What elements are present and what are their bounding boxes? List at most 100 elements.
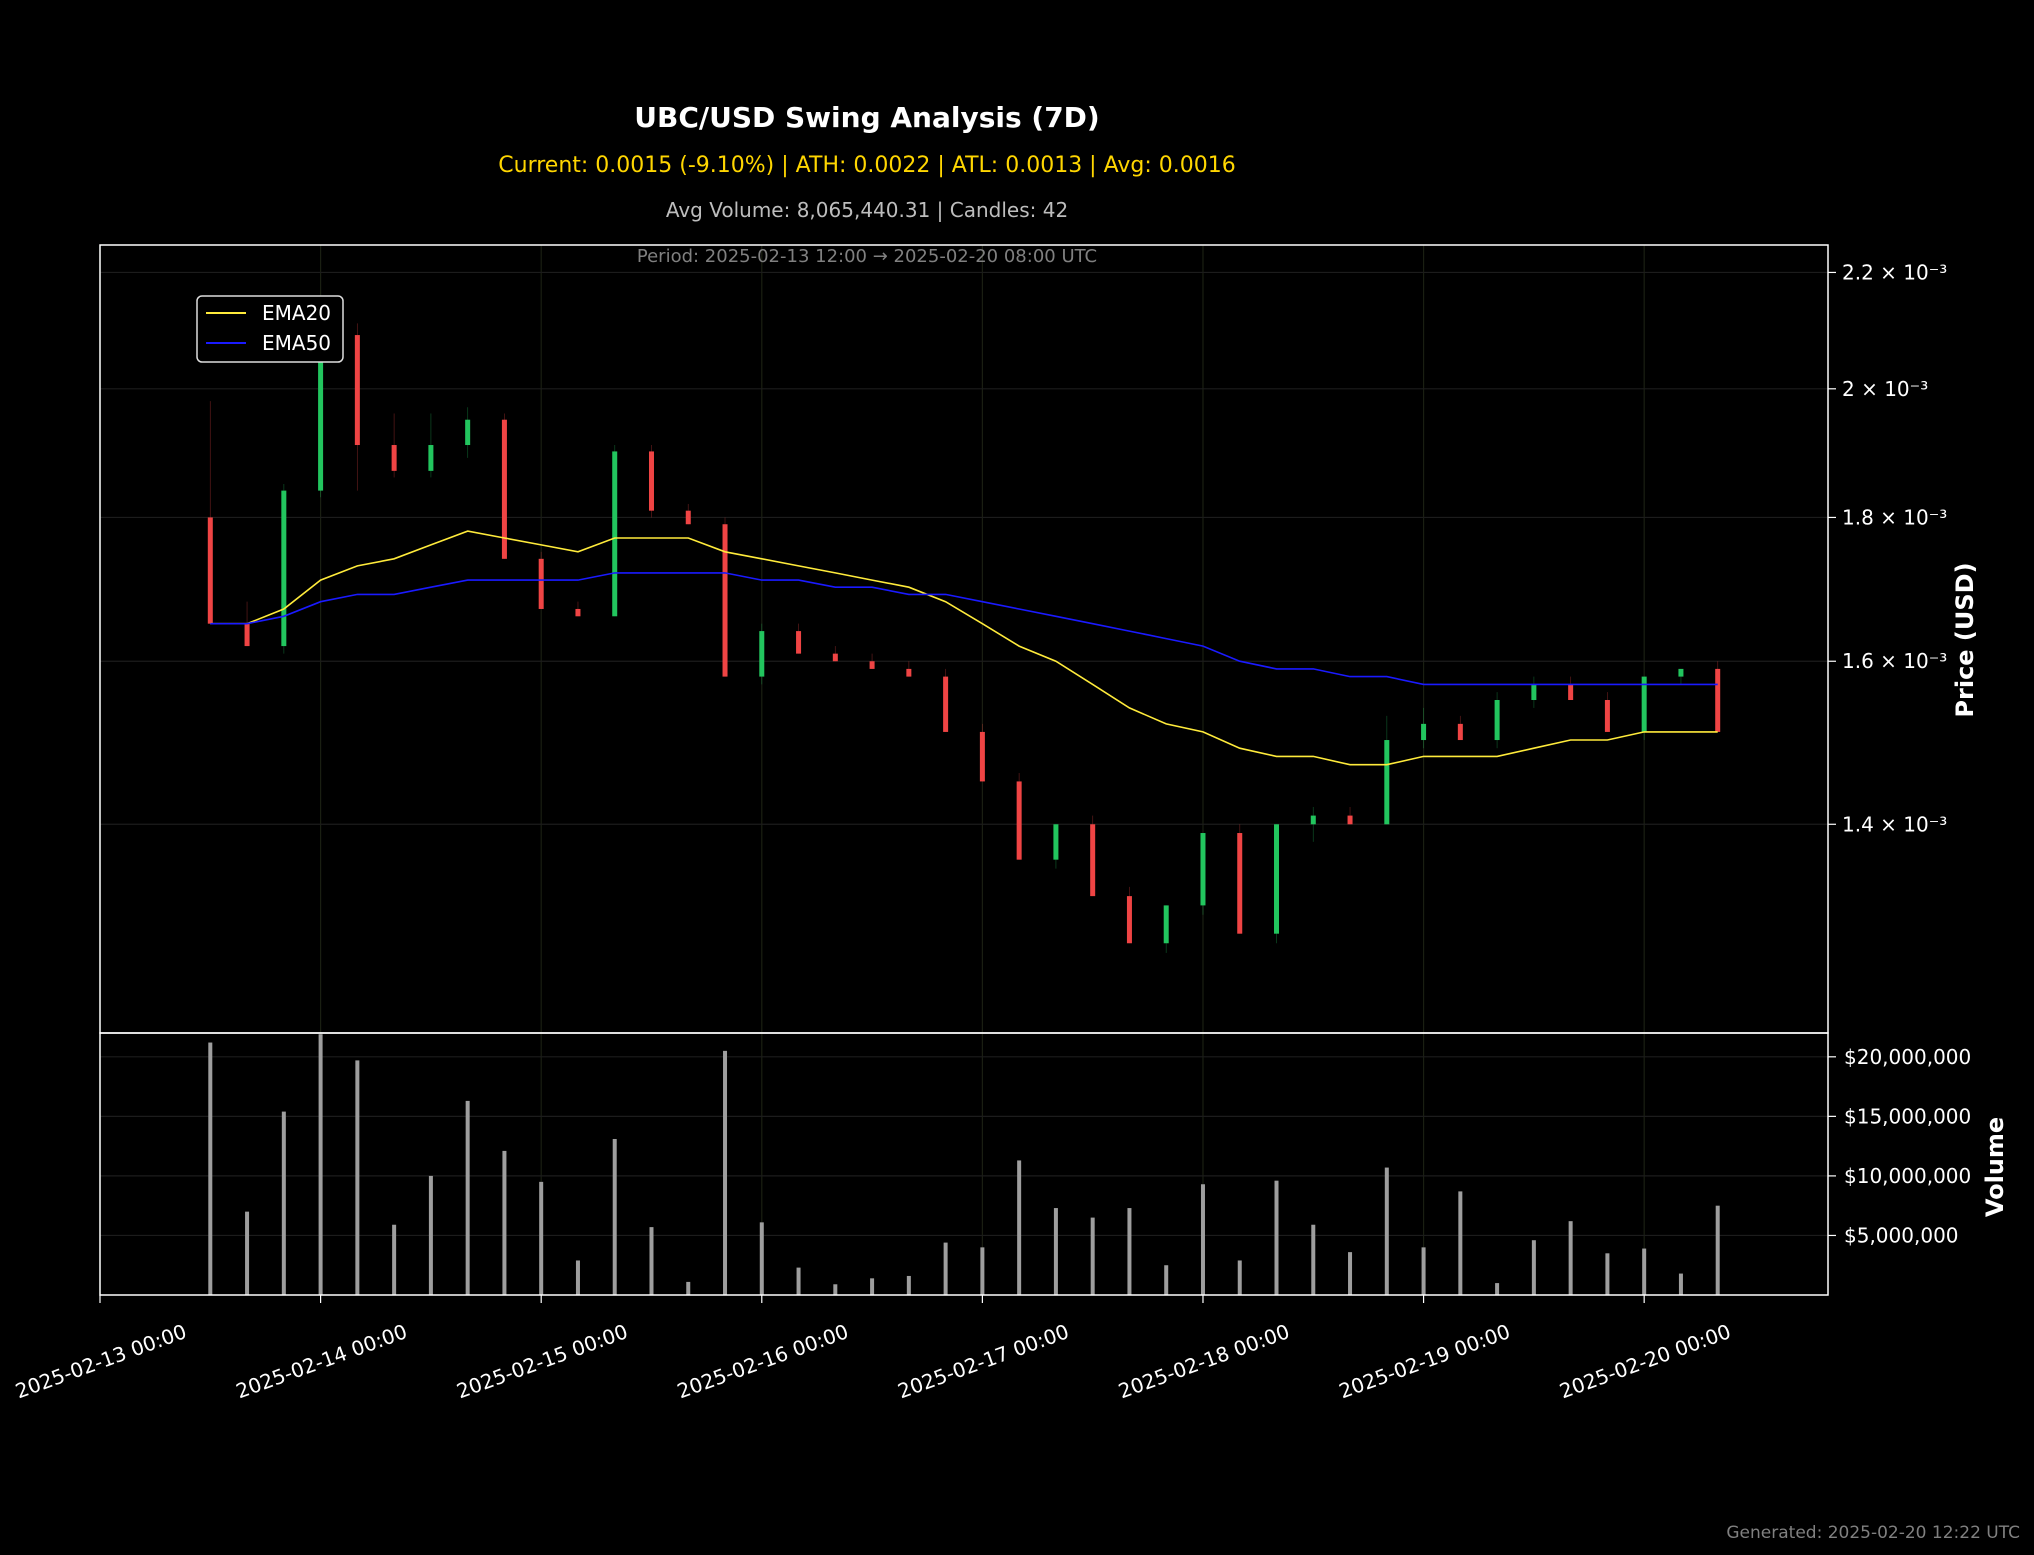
candle-body (501, 419, 507, 559)
candle-body (318, 329, 324, 491)
candles (207, 317, 1721, 953)
candle-body (612, 451, 618, 617)
candle-up (465, 407, 471, 458)
candle-body (1274, 824, 1280, 934)
candle-body (685, 510, 691, 525)
candle-body (1163, 905, 1169, 944)
candle-body (648, 451, 654, 511)
candle-body (1016, 781, 1022, 860)
candle-body (1200, 833, 1206, 906)
volume-bar (796, 1267, 801, 1295)
volume-bar (1237, 1260, 1242, 1295)
candle-up (1053, 824, 1059, 869)
volume-axis-label: Volume (1981, 1117, 2009, 1217)
candle-body (354, 335, 360, 446)
candle-body (1053, 824, 1059, 860)
volume-bar (723, 1050, 728, 1295)
candle-body (1531, 684, 1537, 701)
candle-down (1568, 676, 1574, 701)
candle-down (832, 646, 838, 662)
candle-down (869, 653, 875, 669)
volume-panel-frame (99, 1032, 1829, 1296)
candle-down (796, 623, 802, 654)
volume-bar (1311, 1224, 1316, 1295)
candle-body (796, 631, 802, 654)
volume-bar (833, 1284, 838, 1295)
candle-body (1494, 700, 1500, 741)
legend-label-ema20: EMA20 (262, 301, 331, 325)
volume-bar (1421, 1247, 1426, 1295)
volume-bar (1715, 1205, 1720, 1295)
volume-bar (649, 1227, 654, 1295)
volume-bar (1164, 1265, 1169, 1295)
volume-bar (1053, 1208, 1058, 1295)
legend-label-ema50: EMA50 (262, 331, 331, 355)
candle-body (1126, 896, 1132, 944)
chart-title: UBC/USD Swing Analysis (7D) (634, 101, 1099, 134)
volume-bar (980, 1247, 985, 1295)
candle-body (1604, 700, 1610, 732)
candle-down (391, 413, 397, 478)
candle-up (1200, 833, 1206, 915)
volume-bar (428, 1175, 433, 1295)
volume-bar (355, 1060, 360, 1295)
volume-bar (392, 1224, 397, 1295)
volume-tick-label: $20,000,000 (1844, 1045, 1971, 1069)
volume-bar (281, 1111, 286, 1295)
candle-up (759, 623, 765, 685)
price-y-ticks: 2.2 × 10⁻³ 2 × 10⁻³ 1.8 × 10⁻³ 1.6 × 10⁻³ 1.… (1828, 260, 1947, 836)
price-axis-label: Price (USD) (1951, 562, 1979, 717)
volume-bar (1531, 1240, 1536, 1295)
candle-down (1090, 815, 1096, 897)
candle-body (1310, 815, 1316, 825)
volume-bar (1384, 1167, 1389, 1295)
candle-body (1568, 684, 1574, 701)
candle-down (354, 323, 360, 491)
candle-body (1715, 668, 1721, 732)
candle-down (722, 517, 728, 677)
volume-bar (575, 1260, 580, 1295)
candle-up (1678, 668, 1684, 685)
volume-bar (759, 1222, 764, 1295)
candle-up (281, 483, 287, 654)
candle-down (1457, 715, 1463, 741)
candle-down (1237, 824, 1243, 934)
generated-footer: Generated: 2025-02-20 12:22 UTC (1726, 1523, 2020, 1543)
volume-tick-label: $5,000,000 (1844, 1223, 1959, 1247)
candle-body (465, 419, 471, 446)
candle-body (244, 623, 250, 647)
volume-tick-label: $10,000,000 (1844, 1164, 1971, 1188)
volume-tick-label: $15,000,000 (1844, 1104, 1971, 1128)
chart-subtitle: Current: 0.0015 (-9.10%) | ATH: 0.0022 |… (498, 153, 1235, 178)
candle-body (1347, 815, 1353, 825)
candle-body (207, 517, 213, 624)
candle-body (1678, 668, 1684, 677)
candle-body (428, 445, 434, 471)
candle-body (1384, 740, 1390, 825)
candle-up (1494, 692, 1500, 749)
price-tick-label: 2.2 × 10⁻³ (1842, 260, 1947, 284)
period-label: Period: 2025-02-13 12:00 → 2025-02-20 08… (637, 246, 1097, 267)
candle-up (428, 413, 434, 478)
volume-bar (465, 1100, 470, 1295)
candle-down (1604, 692, 1610, 732)
candle-down (685, 503, 691, 525)
candle-body (1421, 723, 1427, 741)
volume-bar (1605, 1253, 1610, 1295)
volume-bar (1678, 1273, 1683, 1295)
candle-down (1347, 806, 1353, 825)
candle-body (1641, 676, 1647, 732)
candle-up (1163, 905, 1169, 953)
candle-up (1310, 806, 1316, 842)
volume-bar (318, 1034, 323, 1295)
volume-bar (245, 1211, 250, 1295)
candle-body (1237, 833, 1243, 934)
volume-bar (1495, 1283, 1500, 1295)
candle-body (722, 524, 728, 677)
ema-line-ema20 (210, 530, 1718, 766)
candle-body (1090, 824, 1096, 897)
candle-body (1457, 723, 1463, 741)
candle-down (979, 723, 985, 782)
candle-down (906, 661, 912, 677)
